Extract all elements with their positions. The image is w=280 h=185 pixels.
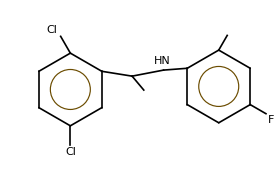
Text: HN: HN — [154, 56, 171, 66]
Text: Cl: Cl — [47, 25, 58, 35]
Text: Cl: Cl — [65, 147, 76, 157]
Text: F: F — [268, 115, 274, 125]
